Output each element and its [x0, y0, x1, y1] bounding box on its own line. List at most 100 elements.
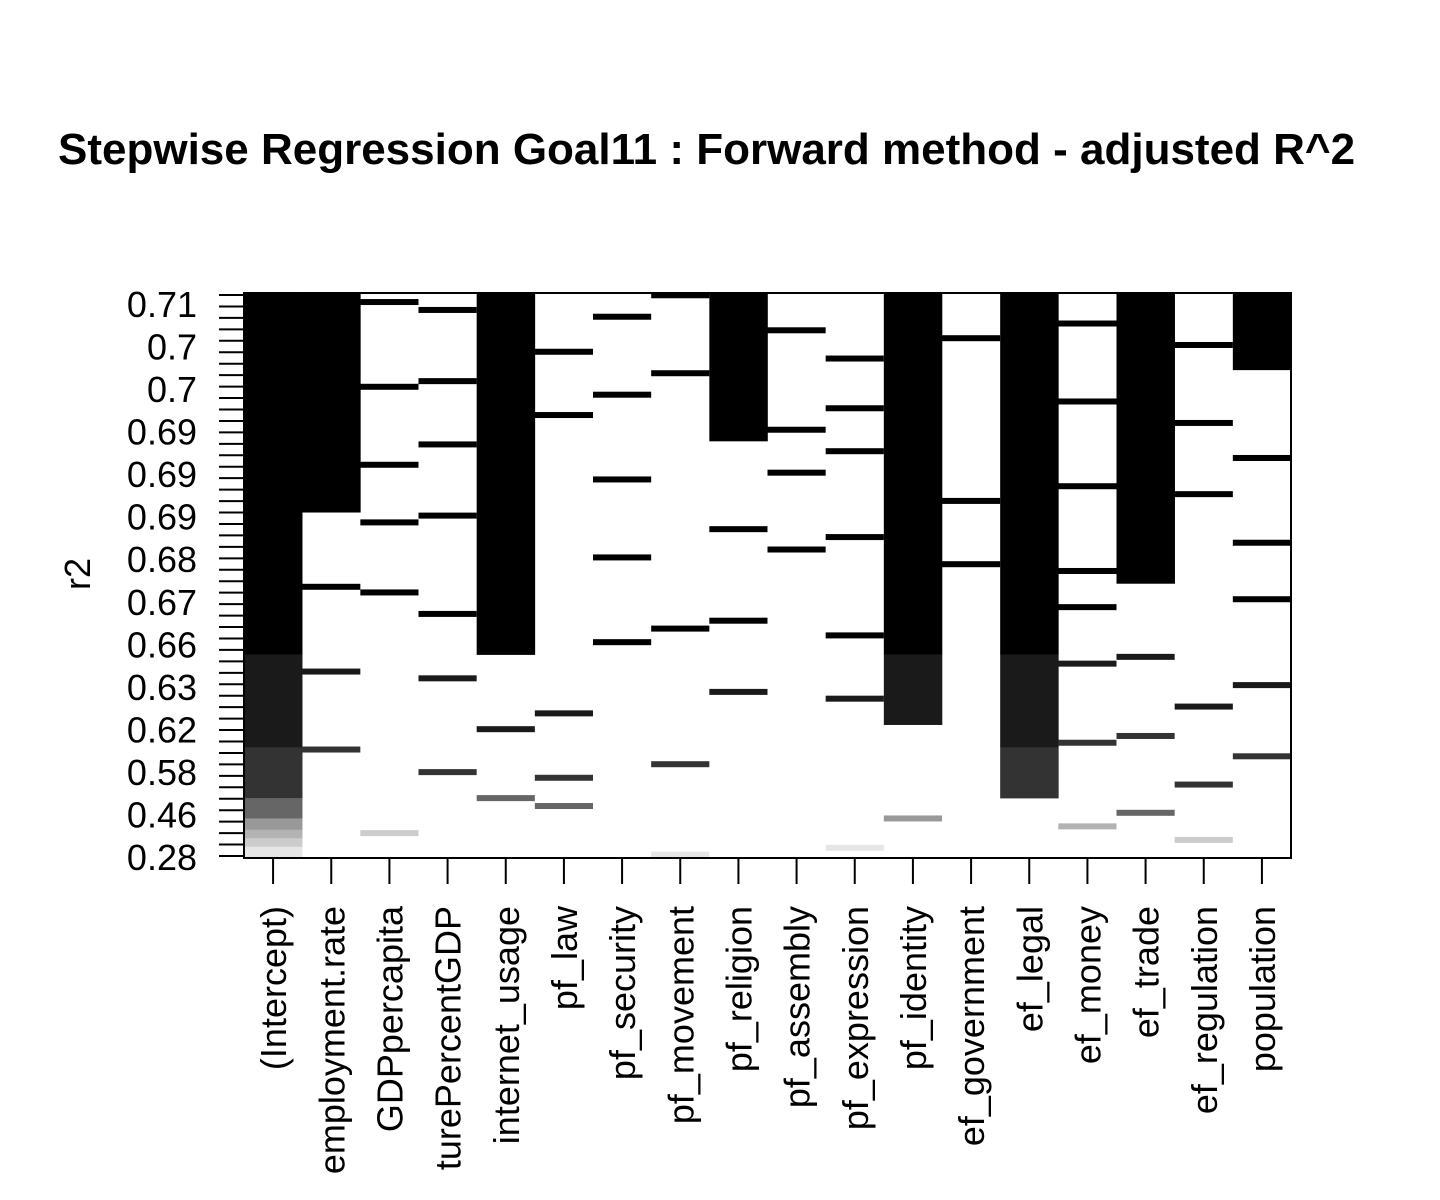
x-tick-label: pf_law [544, 905, 585, 1010]
heatmap-cell [244, 846, 303, 859]
model-line [825, 695, 884, 702]
x-tick-label: pf_expression [835, 906, 876, 1130]
model-line [1058, 660, 1117, 667]
model-line [360, 299, 419, 306]
y-tick-label: 0.62 [127, 709, 197, 750]
x-tick-label: ef_regulation [1184, 906, 1225, 1114]
heatmap-cell [883, 654, 943, 725]
model-line [825, 844, 884, 851]
heatmap-cell [1116, 293, 1175, 584]
model-line [1174, 836, 1233, 843]
model-line [593, 554, 652, 561]
y-tick-label: 0.68 [127, 539, 197, 580]
y-tick-label: 0.63 [127, 667, 197, 708]
model-line [825, 534, 884, 541]
x-tick-label: population [1242, 906, 1283, 1072]
model-line [418, 610, 477, 617]
y-tick-label: 0.71 [127, 284, 197, 325]
heatmap-cell [302, 293, 361, 513]
model-line [418, 306, 477, 313]
heatmap-cell [709, 293, 768, 442]
model-line [1058, 567, 1117, 574]
chart-title: Stepwise Regression Goal11 : Forward met… [58, 125, 1355, 174]
model-line [942, 497, 1001, 504]
model-line [593, 313, 652, 320]
model-line [825, 448, 884, 455]
model-line [1116, 732, 1175, 739]
model-line [418, 675, 477, 682]
x-tick-label: ef_trade [1126, 906, 1167, 1038]
heatmap-cell [883, 293, 943, 655]
model-line [651, 625, 710, 632]
model-line [1058, 739, 1117, 746]
x-tick-label: ef_legal [1009, 906, 1050, 1032]
model-line [418, 769, 477, 776]
model-line [709, 617, 768, 624]
model-line [593, 639, 652, 646]
model-line [1232, 682, 1291, 689]
heatmap-cell [1000, 747, 1059, 799]
model-line [767, 426, 826, 433]
x-tick-label: pf_assembly [777, 906, 818, 1108]
x-tick-label: pf_identity [893, 906, 934, 1070]
x-tick-label: pf_security [602, 906, 643, 1080]
model-line [651, 292, 710, 299]
y-tick-label: 0.69 [127, 454, 197, 495]
model-line [709, 688, 768, 695]
model-line [1232, 539, 1291, 546]
y-tick-label: 0.46 [127, 794, 197, 835]
heatmap-cell [244, 654, 303, 748]
x-tick-label: employment.rate [311, 906, 352, 1174]
x-tick-label: pf_religion [718, 906, 759, 1072]
model-line [418, 441, 477, 448]
model-line [360, 461, 419, 468]
model-line [1174, 781, 1233, 788]
model-line [767, 327, 826, 334]
y-axis: 0.710.70.70.690.690.690.680.670.660.630.… [127, 284, 244, 878]
lines-layer [302, 292, 1291, 858]
heatmap-cell [244, 838, 303, 848]
heatmap-cell [244, 747, 303, 799]
model-line [1174, 419, 1233, 426]
model-line [651, 761, 710, 768]
heatmap-cell [244, 829, 303, 839]
model-line [360, 383, 419, 390]
y-tick-label: 0.58 [127, 752, 197, 793]
model-line [593, 391, 652, 398]
model-line [1058, 823, 1117, 830]
heatmap-cell [1000, 293, 1059, 655]
x-axis: (Intercept) employment.rate GDPpercapita tu… [253, 858, 1283, 1174]
y-tick-label: 0.7 [147, 327, 197, 368]
x-tick-label: ef_money [1067, 906, 1108, 1064]
model-line [1174, 341, 1233, 348]
model-line [825, 632, 884, 639]
x-tick-label: (Intercept) [253, 906, 294, 1070]
model-line [360, 589, 419, 596]
heatmap-cell [244, 818, 303, 831]
model-line [1058, 483, 1117, 490]
x-tick-label: pf_movement [660, 906, 701, 1124]
x-tick-label: ef_government [951, 906, 992, 1146]
model-line [651, 370, 710, 377]
model-line [360, 519, 419, 526]
model-line [709, 526, 768, 533]
y-tick-label: 0.67 [127, 582, 197, 623]
plot-frame [243, 292, 1292, 859]
model-line [825, 355, 884, 362]
model-line [418, 512, 477, 519]
model-line [302, 746, 361, 753]
model-line [1174, 491, 1233, 498]
model-line [534, 348, 593, 355]
model-line [593, 476, 652, 483]
y-tick-label: 0.66 [127, 624, 197, 665]
model-line [1058, 604, 1117, 611]
model-line [534, 803, 593, 810]
heatmap-cell [1232, 293, 1292, 371]
model-line [476, 726, 535, 733]
model-line [1232, 454, 1291, 461]
y-tick-label: 0.28 [127, 837, 197, 878]
x-tick-label: internet_usage [486, 906, 527, 1144]
model-line [302, 668, 361, 675]
model-line [1232, 596, 1291, 603]
